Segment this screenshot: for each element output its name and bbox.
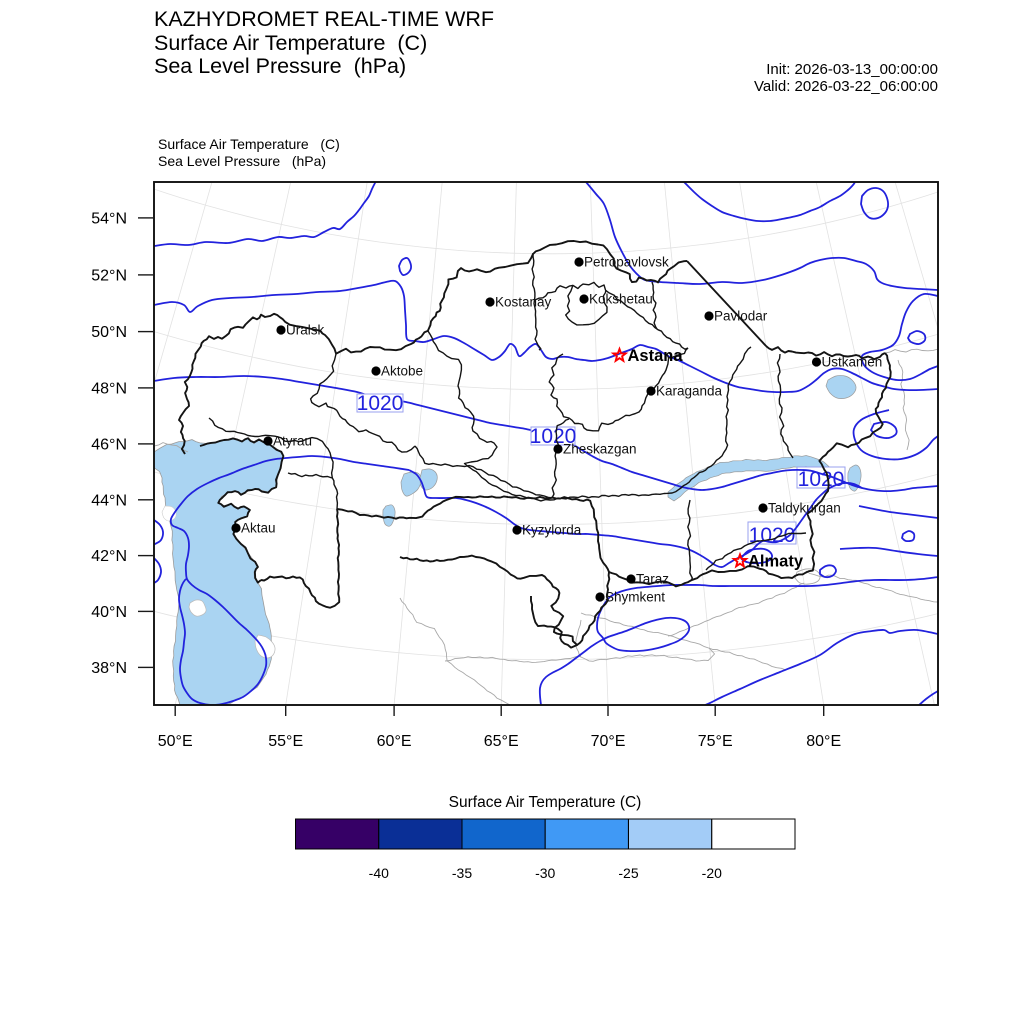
svg-text:54°N: 54°N [91, 210, 127, 227]
svg-text:Taldykurgan: Taldykurgan [768, 501, 841, 516]
svg-text:-25: -25 [618, 865, 638, 881]
svg-text:70°E: 70°E [591, 733, 626, 750]
svg-text:-40: -40 [369, 865, 389, 881]
svg-text:1020: 1020 [530, 425, 577, 448]
svg-text:1020: 1020 [357, 392, 404, 415]
svg-text:48°N: 48°N [91, 380, 127, 397]
svg-text:1020: 1020 [798, 468, 845, 491]
svg-text:Kyzylorda: Kyzylorda [522, 523, 582, 538]
svg-text:-30: -30 [535, 865, 555, 881]
svg-text:Kostanay: Kostanay [495, 295, 552, 310]
svg-text:Zheskazgan: Zheskazgan [563, 442, 637, 457]
svg-text:Uralsk: Uralsk [286, 323, 325, 338]
svg-text:60°E: 60°E [377, 733, 412, 750]
svg-text:55°E: 55°E [268, 733, 303, 750]
svg-text:44°N: 44°N [91, 492, 127, 509]
svg-text:40°N: 40°N [91, 604, 127, 621]
svg-text:38°N: 38°N [91, 660, 127, 677]
svg-text:Petropavlovsk: Petropavlovsk [584, 255, 669, 270]
svg-text:Atyrau: Atyrau [273, 434, 312, 449]
svg-text:Kokshetau: Kokshetau [589, 292, 653, 307]
svg-text:-20: -20 [702, 865, 722, 881]
svg-text:Ustkamen: Ustkamen [822, 355, 883, 370]
svg-text:75°E: 75°E [698, 733, 733, 750]
svg-text:Aktobe: Aktobe [381, 364, 423, 379]
svg-text:Pavlodar: Pavlodar [714, 309, 768, 324]
svg-text:65°E: 65°E [484, 733, 519, 750]
svg-text:50°N: 50°N [91, 324, 127, 341]
svg-text:52°N: 52°N [91, 267, 127, 284]
svg-text:Shymkent: Shymkent [605, 590, 665, 605]
svg-text:50°E: 50°E [158, 733, 193, 750]
svg-text:Surface Air Temperature (C): Surface Air Temperature (C) [449, 794, 642, 811]
svg-text:42°N: 42°N [91, 548, 127, 565]
svg-text:Almaty: Almaty [748, 553, 804, 571]
svg-text:Astana: Astana [628, 347, 684, 365]
svg-text:Taraz: Taraz [636, 572, 669, 587]
svg-text:Karaganda: Karaganda [656, 384, 723, 399]
svg-text:-35: -35 [452, 865, 472, 881]
svg-text:Aktau: Aktau [241, 521, 276, 536]
svg-text:46°N: 46°N [91, 436, 127, 453]
svg-text:80°E: 80°E [806, 733, 841, 750]
